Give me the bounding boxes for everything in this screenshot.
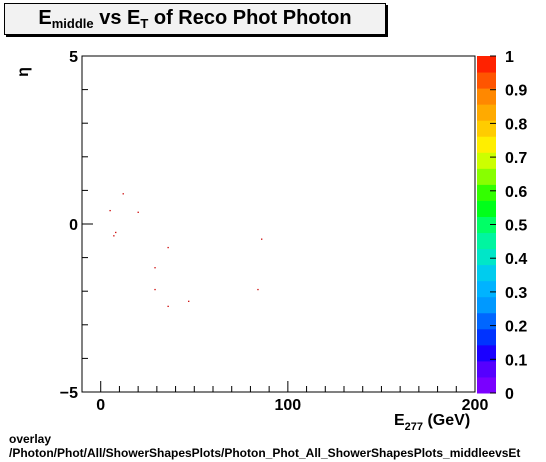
colorbar-segment xyxy=(477,280,496,298)
colorbar-segment xyxy=(477,200,496,217)
colorbar-label: 0 xyxy=(505,386,514,403)
colorbar-label: 0.4 xyxy=(505,251,527,268)
colorbar-segment xyxy=(477,248,496,266)
x-tick-label: 100 xyxy=(275,397,302,414)
data-point xyxy=(137,211,139,213)
data-point xyxy=(167,246,169,249)
colorbar-segment xyxy=(477,120,496,137)
colorbar-label: 0.8 xyxy=(505,116,527,133)
colorbar-label: 0.3 xyxy=(505,285,527,302)
color-scale: 0 0.1 0.2 0.3 0.4 0.5 0.6 0.7 0.8 0.9 1 xyxy=(477,49,527,403)
colorbar-label: 1 xyxy=(505,49,514,66)
data-point xyxy=(154,267,156,269)
colorbar-segment xyxy=(477,312,496,330)
colorbar-segment xyxy=(477,376,496,394)
x-tick-label: 0 xyxy=(96,397,105,414)
axis-ticks: 0 100 200 −5 0 5 xyxy=(60,49,489,414)
colorbar-label: 0.2 xyxy=(505,319,527,336)
colorbar-segment xyxy=(477,216,496,234)
data-point xyxy=(109,209,111,212)
y-tick-label: −5 xyxy=(60,385,78,402)
colorbar-segment xyxy=(477,168,496,185)
chart-title-box: Emiddle vs ET of Reco Phot Photon xyxy=(4,3,386,35)
colorbar-segment xyxy=(477,184,496,201)
colorbar-segment xyxy=(477,104,496,121)
footer-path: /Photon/Phot/All/ShowerShapesPlots/Photo… xyxy=(9,446,521,460)
data-point xyxy=(167,305,169,308)
colorbar-label: 0.6 xyxy=(505,184,527,201)
colorbar-label: 0.7 xyxy=(505,150,527,167)
plot-frame xyxy=(81,55,476,393)
colorbar-segment xyxy=(477,72,496,89)
colorbar-segment xyxy=(477,56,496,73)
colorbar-label: 0.1 xyxy=(505,352,527,369)
colorbar-segment xyxy=(477,344,496,362)
x-tick-label: 200 xyxy=(462,397,489,414)
chart-title: Emiddle vs ET of Reco Phot Photon xyxy=(38,7,352,31)
y-tick-label: 5 xyxy=(69,49,78,66)
colorbar-segment xyxy=(477,88,496,105)
colorbar-label: 0.9 xyxy=(505,83,527,100)
colorbar-segment xyxy=(477,232,496,250)
y-tick-label: 0 xyxy=(69,217,78,234)
colorbar-segment xyxy=(477,296,496,314)
footer-label: overlay xyxy=(9,432,52,446)
colorbar-segment xyxy=(477,136,496,153)
x-axis-title: E277 (GeV) xyxy=(394,412,470,433)
colorbar-segment xyxy=(477,152,496,169)
data-points xyxy=(109,193,263,308)
data-point xyxy=(188,300,190,302)
colorbar-segment xyxy=(477,360,496,378)
data-point xyxy=(261,238,263,240)
colorbar-segment xyxy=(477,328,496,346)
data-point xyxy=(122,193,124,195)
colorbar-label: 0.5 xyxy=(505,218,527,235)
data-point xyxy=(257,288,259,291)
y-axis-title: η xyxy=(15,67,32,77)
data-point xyxy=(115,231,117,234)
data-point xyxy=(113,235,115,237)
data-point xyxy=(154,288,156,291)
colorbar-segment xyxy=(477,264,496,282)
